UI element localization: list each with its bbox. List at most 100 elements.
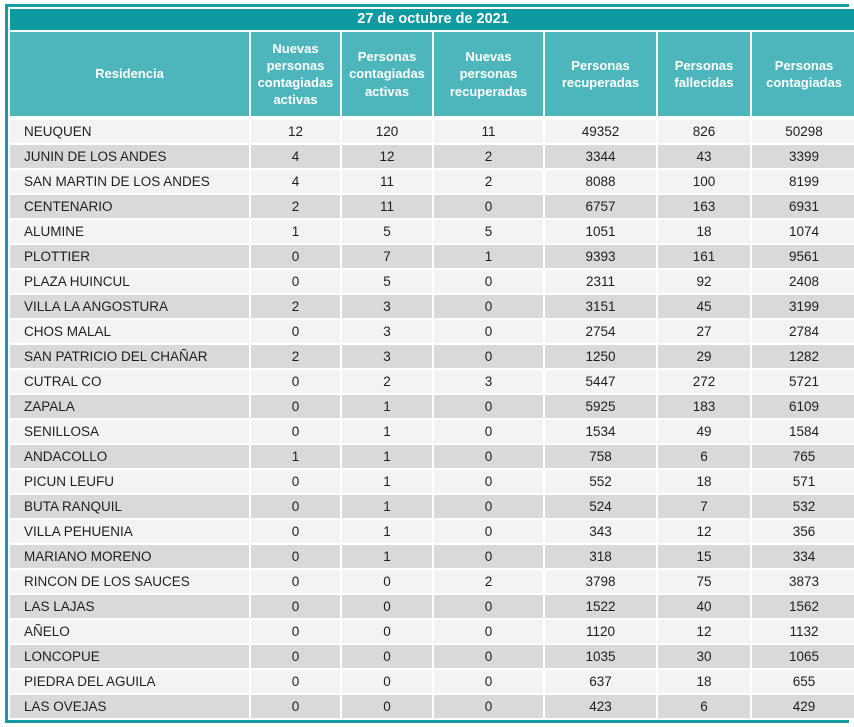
- value-cell: 0: [251, 545, 340, 568]
- value-cell: 50298: [752, 120, 854, 143]
- residencia-cell: CENTENARIO: [10, 195, 249, 218]
- value-cell: 0: [251, 270, 340, 293]
- value-cell: 163: [658, 195, 750, 218]
- value-cell: 0: [434, 395, 543, 418]
- value-cell: 0: [434, 620, 543, 643]
- value-cell: 5: [434, 220, 543, 243]
- value-cell: 8088: [545, 170, 656, 193]
- value-cell: 2408: [752, 270, 854, 293]
- date-header-row: 27 de octubre de 2021: [10, 9, 854, 30]
- value-cell: 5925: [545, 395, 656, 418]
- value-cell: 272: [658, 370, 750, 393]
- value-cell: 1: [251, 445, 340, 468]
- residencia-cell: LAS LAJAS: [10, 595, 249, 618]
- value-cell: 0: [342, 695, 432, 718]
- value-cell: 0: [342, 620, 432, 643]
- value-cell: 9393: [545, 245, 656, 268]
- column-header-3: Nuevas personas recuperadas: [434, 32, 543, 118]
- residencia-cell: CHOS MALAL: [10, 320, 249, 343]
- value-cell: 2: [251, 345, 340, 368]
- value-cell: 343: [545, 520, 656, 543]
- value-cell: 6931: [752, 195, 854, 218]
- residencia-cell: SAN PATRICIO DEL CHAÑAR: [10, 345, 249, 368]
- value-cell: 1: [342, 495, 432, 518]
- value-cell: 0: [434, 345, 543, 368]
- residencia-cell: BUTA RANQUIL: [10, 495, 249, 518]
- value-cell: 161: [658, 245, 750, 268]
- value-cell: 2311: [545, 270, 656, 293]
- residencia-cell: AÑELO: [10, 620, 249, 643]
- value-cell: 12: [342, 145, 432, 168]
- value-cell: 1065: [752, 645, 854, 668]
- value-cell: 0: [251, 570, 340, 593]
- table-row: LAS LAJAS 0 0 0 1522 40 1562: [10, 595, 854, 618]
- value-cell: 18: [658, 470, 750, 493]
- value-cell: 3399: [752, 145, 854, 168]
- value-cell: 0: [434, 695, 543, 718]
- value-cell: 2: [434, 570, 543, 593]
- value-cell: 1562: [752, 595, 854, 618]
- value-cell: 0: [434, 595, 543, 618]
- value-cell: 4: [251, 145, 340, 168]
- value-cell: 3344: [545, 145, 656, 168]
- value-cell: 0: [342, 595, 432, 618]
- column-header-1: Nuevas personas contagiadas activas: [251, 32, 340, 118]
- value-cell: 120: [342, 120, 432, 143]
- value-cell: 5447: [545, 370, 656, 393]
- residencia-cell: SENILLOSA: [10, 420, 249, 443]
- column-header-2: Personas contagiadas activas: [342, 32, 432, 118]
- value-cell: 1132: [752, 620, 854, 643]
- value-cell: 1: [342, 520, 432, 543]
- value-cell: 0: [251, 395, 340, 418]
- residencia-cell: CUTRAL CO: [10, 370, 249, 393]
- value-cell: 429: [752, 695, 854, 718]
- residencia-cell: VILLA LA ANGOSTURA: [10, 295, 249, 318]
- value-cell: 1282: [752, 345, 854, 368]
- value-cell: 49352: [545, 120, 656, 143]
- value-cell: 7: [342, 245, 432, 268]
- value-cell: 3873: [752, 570, 854, 593]
- value-cell: 18: [658, 220, 750, 243]
- value-cell: 6109: [752, 395, 854, 418]
- residencia-cell: LAS OVEJAS: [10, 695, 249, 718]
- value-cell: 0: [434, 295, 543, 318]
- table-row: CENTENARIO 2 11 0 6757 163 6931: [10, 195, 854, 218]
- value-cell: 2: [251, 195, 340, 218]
- value-cell: 5: [342, 220, 432, 243]
- table-row: PLOTTIER 0 7 1 9393 161 9561: [10, 245, 854, 268]
- data-table: 27 de octubre de 2021 Residencia Nuevas p…: [8, 7, 854, 720]
- value-cell: 0: [251, 470, 340, 493]
- table-row: PLAZA HUINCUL 0 5 0 2311 92 2408: [10, 270, 854, 293]
- residencia-cell: ANDACOLLO: [10, 445, 249, 468]
- value-cell: 6757: [545, 195, 656, 218]
- value-cell: 27: [658, 320, 750, 343]
- value-cell: 1035: [545, 645, 656, 668]
- value-cell: 0: [342, 570, 432, 593]
- value-cell: 1: [434, 245, 543, 268]
- residencia-cell: RINCON DE LOS SAUCES: [10, 570, 249, 593]
- value-cell: 3798: [545, 570, 656, 593]
- value-cell: 7: [658, 495, 750, 518]
- table-row: CUTRAL CO 0 2 3 5447 272 5721: [10, 370, 854, 393]
- value-cell: 0: [251, 620, 340, 643]
- value-cell: 0: [251, 370, 340, 393]
- value-cell: 356: [752, 520, 854, 543]
- value-cell: 12: [658, 520, 750, 543]
- column-header-0: Residencia: [10, 32, 249, 118]
- value-cell: 0: [251, 645, 340, 668]
- residencia-cell: MARIANO MORENO: [10, 545, 249, 568]
- value-cell: 0: [251, 670, 340, 693]
- value-cell: 2: [342, 370, 432, 393]
- value-cell: 8199: [752, 170, 854, 193]
- value-cell: 30: [658, 645, 750, 668]
- value-cell: 11: [434, 120, 543, 143]
- value-cell: 0: [251, 320, 340, 343]
- table-row: CHOS MALAL 0 3 0 2754 27 2784: [10, 320, 854, 343]
- table-row: BUTA RANQUIL 0 1 0 524 7 532: [10, 495, 854, 518]
- value-cell: 1534: [545, 420, 656, 443]
- value-cell: 318: [545, 545, 656, 568]
- covid-report-table: 27 de octubre de 2021 Residencia Nuevas p…: [5, 4, 854, 723]
- value-cell: 1: [342, 470, 432, 493]
- value-cell: 45: [658, 295, 750, 318]
- value-cell: 3: [434, 370, 543, 393]
